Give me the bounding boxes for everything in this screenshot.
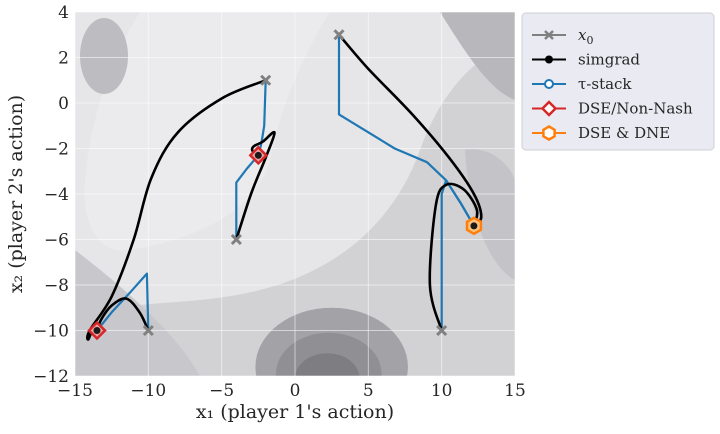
legend-label: DSE/Non-Nash bbox=[578, 100, 693, 118]
initial-point-marker bbox=[436, 324, 448, 337]
legend-label: simgrad bbox=[578, 51, 640, 69]
legend: x0 simgrad τ-stack DSE/Non-Nash DSE & DNE bbox=[521, 12, 715, 151]
initial-point-marker bbox=[230, 233, 242, 246]
legend-hexagon-marker bbox=[542, 125, 556, 141]
initial-point-marker bbox=[260, 74, 272, 86]
tau-stack-path bbox=[440, 179, 475, 331]
x-tick-label: −10 bbox=[130, 381, 166, 401]
simgrad-path bbox=[337, 33, 483, 228]
legend-item-tau_stack: τ-stack bbox=[532, 75, 632, 93]
simgrad-endpoint-marker bbox=[93, 327, 101, 334]
contour-band bbox=[295, 353, 360, 376]
legend-item-x0: x0 bbox=[532, 26, 593, 47]
simgrad-path bbox=[86, 79, 267, 341]
legend-label: DSE & DNE bbox=[578, 124, 670, 142]
x-axis-label: x₁ (player 1's action) bbox=[196, 401, 394, 423]
y-tick-label: 0 bbox=[58, 94, 69, 114]
simgrad-path bbox=[95, 297, 150, 332]
simgrad-endpoint-marker bbox=[470, 222, 478, 230]
contour-band bbox=[75, 250, 200, 376]
contour-band bbox=[465, 149, 515, 280]
legend-item-dse_dne: DSE & DNE bbox=[532, 124, 670, 142]
simgrad-path bbox=[428, 182, 479, 332]
simgrad-endpoint-marker bbox=[254, 151, 262, 159]
legend-circle-marker bbox=[544, 79, 554, 89]
tick-labels: −15 −10 −5 0 5 10 15 4 2 0 −2 −4 −6 −8 −10 −12 bbox=[33, 3, 526, 401]
y-tick-label: −4 bbox=[44, 185, 69, 205]
y-tick-label: −2 bbox=[44, 140, 69, 160]
y-tick-label: 2 bbox=[58, 49, 69, 69]
legend-label: τ-stack bbox=[578, 75, 632, 93]
initial-point-marker bbox=[333, 29, 345, 41]
point-markers bbox=[87, 29, 483, 341]
y-tick-label: 4 bbox=[58, 3, 69, 23]
initial-point-marker bbox=[142, 324, 154, 337]
x-tick-label: 10 bbox=[431, 381, 453, 401]
tau-stack-path bbox=[96, 272, 150, 332]
legend-x-marker bbox=[544, 30, 554, 40]
y-tick-label: −12 bbox=[33, 367, 69, 387]
legend-item-dse_non_nash: DSE/Non-Nash bbox=[532, 100, 693, 118]
legend-label: x0 bbox=[578, 26, 593, 47]
simgrad-paths bbox=[86, 33, 483, 341]
legend-diamond-marker bbox=[540, 100, 558, 117]
contour-band bbox=[440, 12, 515, 100]
y-tick-label: −8 bbox=[44, 276, 69, 296]
tau-stack-path bbox=[235, 154, 260, 240]
tau-stack-paths bbox=[96, 34, 475, 332]
y-tick-label: −6 bbox=[44, 231, 69, 251]
y-axis-label: x₂ (player 2's action) bbox=[5, 95, 27, 293]
legend-box bbox=[521, 12, 715, 151]
simgrad-path bbox=[235, 130, 276, 241]
x-tick-label: 0 bbox=[290, 381, 301, 401]
legend-item-simgrad: simgrad bbox=[532, 51, 640, 69]
x-tick-label: 5 bbox=[363, 381, 374, 401]
x-tick-label: 15 bbox=[504, 381, 526, 401]
x-tick-label: −15 bbox=[57, 381, 93, 401]
y-tick-label: −10 bbox=[33, 322, 69, 342]
legend-dot-marker bbox=[545, 55, 553, 64]
x-tick-label: −5 bbox=[209, 381, 234, 401]
contour-band bbox=[80, 18, 128, 94]
